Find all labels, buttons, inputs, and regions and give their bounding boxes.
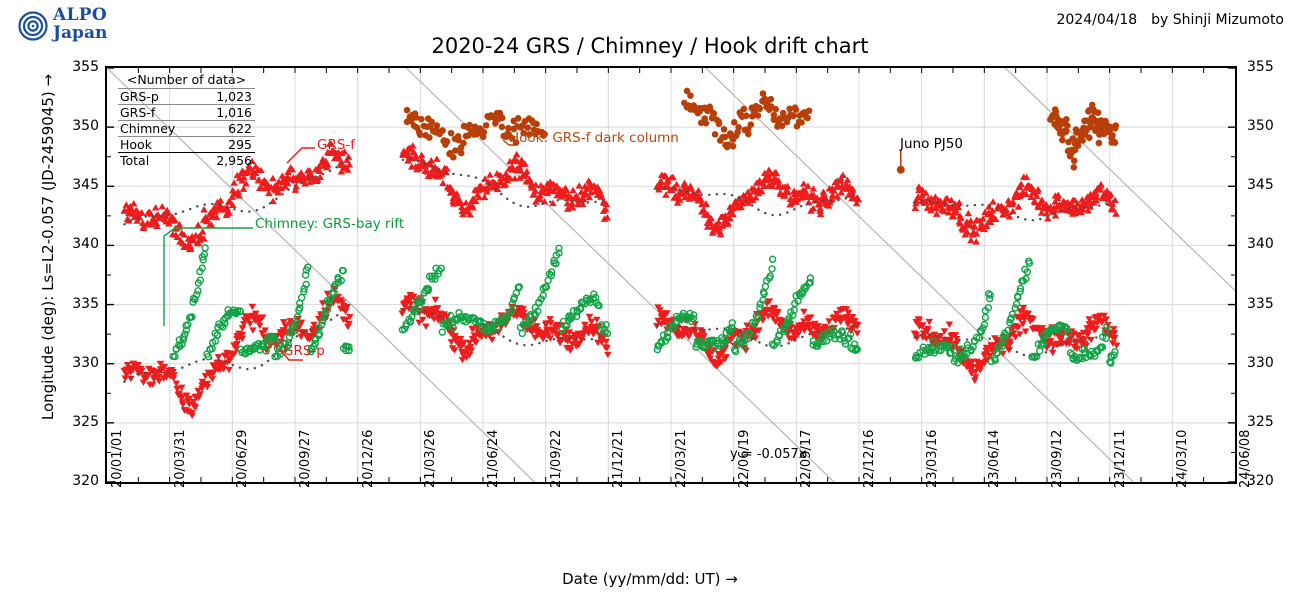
- data-points: [120, 87, 1121, 420]
- y-tick-label: 340: [72, 236, 99, 253]
- chart-plot-area: [105, 66, 1237, 484]
- alpo-japan-logo: ALPO Japan: [18, 6, 128, 48]
- annotation-chimney: Chimney: GRS-bay rift: [255, 216, 405, 232]
- y-tick-label: 325: [72, 413, 99, 430]
- axis-ticks: [107, 68, 1235, 482]
- x-tick-label: 22/09/17: [799, 429, 815, 488]
- x-tick-label: 22/03/21: [674, 429, 689, 488]
- annotation-leader-lines: [163, 139, 517, 361]
- y-tick-label: 340: [1247, 236, 1274, 253]
- y-tick-label: 330: [72, 354, 99, 371]
- row-label: Chimney: [118, 120, 196, 137]
- series-grs-f: [120, 140, 1120, 253]
- chart-title: 2020-24 GRS / Chimney / Hook drift chart: [431, 34, 869, 58]
- table-row: Chimney 622: [118, 120, 255, 137]
- chart-date: 2024/04/18: [1056, 12, 1138, 28]
- data-table-header: <Number of data>: [126, 72, 247, 87]
- total-value: 2,956: [196, 152, 255, 168]
- table-row-total: Total 2,956: [118, 152, 255, 168]
- y-tick-label: 355: [72, 59, 99, 75]
- y-tick-label: 355: [1247, 59, 1274, 75]
- x-tick-label: 22/12/16: [862, 429, 877, 488]
- y-tick-label: 335: [72, 295, 99, 312]
- x-tick-label: 24/03/10: [1175, 429, 1191, 488]
- concentric-circle-icon: [18, 11, 48, 41]
- row-value: 1,016: [196, 104, 255, 121]
- y-axis-title: Longitude (deg): Ls=L2-0.057 (JD-2459045…: [39, 73, 57, 421]
- x-tick-label: 21/09/22: [548, 429, 564, 488]
- y-tick-label: 345: [1247, 177, 1274, 194]
- x-tick-label: 21/03/26: [423, 429, 439, 488]
- header-credit: 2024/04/18 by Shinji Mizumoto: [1056, 12, 1284, 28]
- annotation-hook: Hook: GRS-f dark column: [509, 130, 679, 146]
- annotation-grs-f: GRS-f: [317, 137, 356, 153]
- table-row: GRS-f 1,016: [118, 104, 255, 121]
- gridlines: [107, 68, 1235, 482]
- annotation-grs-p: GRS-p: [283, 343, 325, 359]
- row-value: 295: [196, 136, 255, 153]
- annotation-equation: y = -0.057x: [730, 447, 807, 462]
- x-tick-label: 20/01/01: [110, 429, 125, 488]
- y-tick-label: 330: [1247, 354, 1274, 371]
- x-axis-title: Date (yy/mm/dd: UT) →: [562, 570, 738, 588]
- y-tick-label: 345: [72, 177, 99, 194]
- x-tick-label: 20/12/26: [360, 429, 376, 488]
- logo-line1: ALPO: [53, 5, 107, 25]
- x-tick-label: 23/03/16: [924, 429, 940, 488]
- y-tick-label: 325: [1247, 413, 1274, 430]
- data-count-table: <Number of data> GRS-p 1,023 GRS-f 1,016 C…: [118, 72, 255, 168]
- chart-author: by Shinji Mizumoto: [1151, 12, 1284, 28]
- y-tick-label: 320: [1247, 473, 1274, 489]
- event-marker-juno-pj50: [896, 149, 905, 174]
- total-label: Total: [118, 152, 196, 168]
- chart-canvas: [107, 68, 1235, 482]
- y-tick-label: 320: [72, 473, 99, 489]
- y-tick-label: 335: [1247, 295, 1274, 312]
- table-row: GRS-p 1,023: [118, 88, 255, 105]
- logo-line2: Japan: [53, 23, 108, 43]
- table-row: Hook 295: [118, 136, 255, 153]
- row-value: 1,023: [196, 88, 255, 105]
- x-tick-label: 20/03/31: [172, 429, 188, 488]
- x-tick-label: 22/06/19: [736, 429, 752, 488]
- y-tick-label: 350: [1247, 118, 1274, 135]
- x-tick-label: 20/09/27: [298, 429, 313, 488]
- x-tick-label: 20/06/29: [235, 429, 251, 488]
- row-label: GRS-f: [118, 104, 196, 121]
- x-tick-label: 23/06/14: [987, 429, 1003, 488]
- series-chimney: [169, 244, 1119, 367]
- row-value: 622: [196, 120, 255, 137]
- y-tick-label: 350: [72, 118, 99, 135]
- x-tick-label: 23/12/11: [1112, 429, 1128, 488]
- series-grs-p: [120, 285, 1121, 420]
- row-label: GRS-p: [118, 88, 196, 105]
- row-label: Hook: [118, 136, 196, 153]
- x-tick-label: 24/06/08: [1238, 429, 1253, 488]
- annotation-juno-pj50: Juno PJ50: [900, 136, 963, 152]
- x-tick-label: 21/12/21: [611, 429, 627, 488]
- x-tick-label: 21/06/24: [486, 429, 501, 488]
- x-tick-label: 23/09/12: [1050, 429, 1065, 488]
- series-hook: [403, 87, 1120, 171]
